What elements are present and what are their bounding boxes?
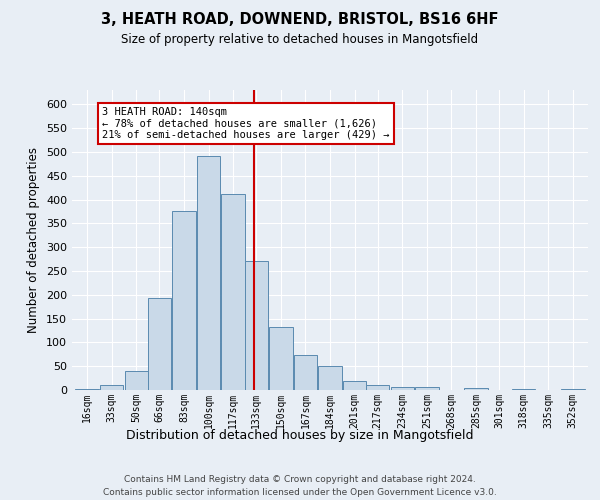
Text: Contains HM Land Registry data © Crown copyright and database right 2024.: Contains HM Land Registry data © Crown c… [124,476,476,484]
Bar [415,387,439,390]
Bar [343,382,366,390]
Bar [172,212,196,390]
Text: Size of property relative to detached houses in Mangotsfield: Size of property relative to detached ho… [121,32,479,46]
Bar [269,326,293,390]
Bar [76,388,99,390]
Bar [221,194,245,390]
Bar [391,386,414,390]
Bar [245,262,268,390]
Text: 3, HEATH ROAD, DOWNEND, BRISTOL, BS16 6HF: 3, HEATH ROAD, DOWNEND, BRISTOL, BS16 6H… [101,12,499,28]
Bar [294,355,317,390]
Bar [512,388,535,390]
Bar [100,385,124,390]
Bar [366,385,389,390]
Text: Distribution of detached houses by size in Mangotsfield: Distribution of detached houses by size … [126,428,474,442]
Bar [148,298,171,390]
Y-axis label: Number of detached properties: Number of detached properties [28,147,40,333]
Bar [318,366,342,390]
Bar [464,388,488,390]
Text: 3 HEATH ROAD: 140sqm
← 78% of detached houses are smaller (1,626)
21% of semi-de: 3 HEATH ROAD: 140sqm ← 78% of detached h… [103,106,390,140]
Bar [125,371,148,390]
Bar [197,156,220,390]
Bar [561,388,584,390]
Text: Contains public sector information licensed under the Open Government Licence v3: Contains public sector information licen… [103,488,497,497]
